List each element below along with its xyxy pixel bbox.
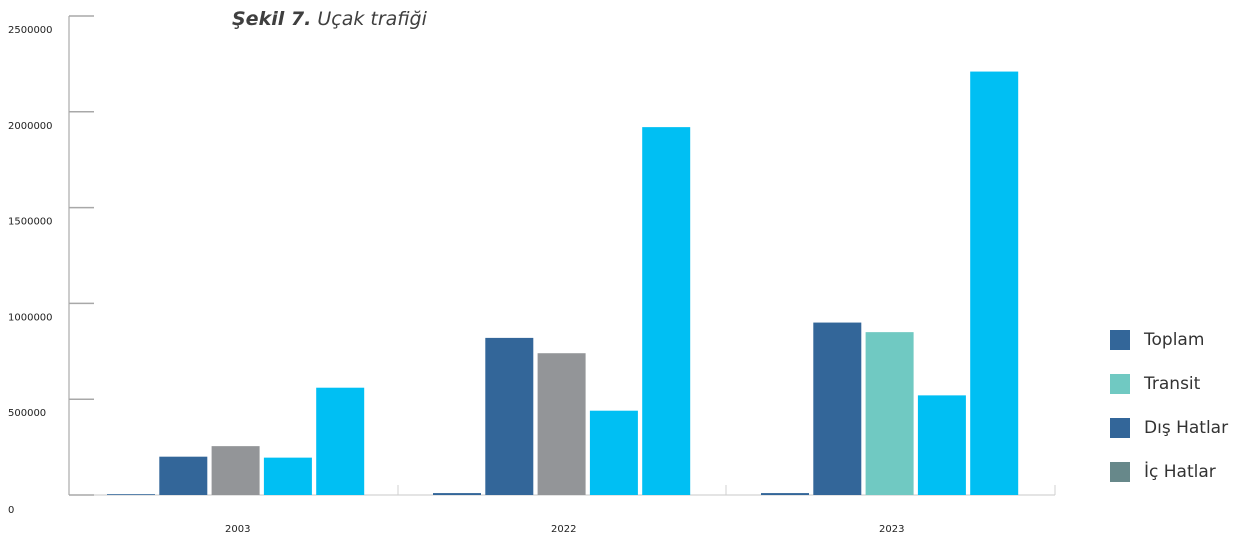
bar (970, 71, 1019, 496)
y-tick-label: 1500000 (8, 217, 53, 228)
legend-swatch (1110, 461, 1130, 482)
legend-item: Dış Hatlar (1110, 416, 1228, 439)
legend-swatch (1110, 329, 1130, 350)
legend-swatch (1110, 417, 1130, 438)
legend-item: Transit (1110, 372, 1228, 395)
title-prefix: Şekil 7. (232, 8, 312, 30)
legend-label: Dış Hatlar (1144, 417, 1229, 438)
y-tick-label: 1000000 (8, 312, 53, 323)
bar (537, 353, 586, 495)
bar (211, 446, 260, 495)
x-tick-label: 2003 (225, 524, 250, 534)
title-text: Uçak trafiği (311, 8, 427, 30)
bar (316, 387, 365, 495)
bar (642, 127, 691, 496)
y-tick-label: 2000000 (8, 121, 53, 132)
bar (917, 395, 966, 495)
legend-item: İç Hatlar (1110, 460, 1228, 483)
legend-label: İç Hatlar (1144, 461, 1216, 482)
y-tick-label: 2500000 (8, 25, 53, 36)
bar (485, 337, 534, 495)
legend-label: Transit (1144, 373, 1201, 394)
bar (589, 410, 638, 495)
y-tick-label: 0 (8, 505, 14, 516)
x-tick-label: 2023 (879, 524, 904, 534)
legend-label: Toplam (1144, 329, 1205, 350)
y-tick-label: 500000 (8, 408, 46, 419)
bar (865, 332, 914, 495)
bar (263, 457, 312, 495)
legend-item: Toplam (1110, 328, 1228, 351)
bar (761, 493, 809, 495)
chart-title: Şekil 7. Uçak trafiği (232, 8, 427, 30)
x-tick-label: 2022 (551, 524, 576, 534)
legend: Toplam Transit Dış Hatlar İç Hatlar (1110, 328, 1228, 504)
legend-swatch (1110, 373, 1130, 394)
bar (159, 456, 208, 495)
bar (107, 494, 155, 495)
bar (433, 493, 481, 495)
bar (813, 322, 862, 495)
